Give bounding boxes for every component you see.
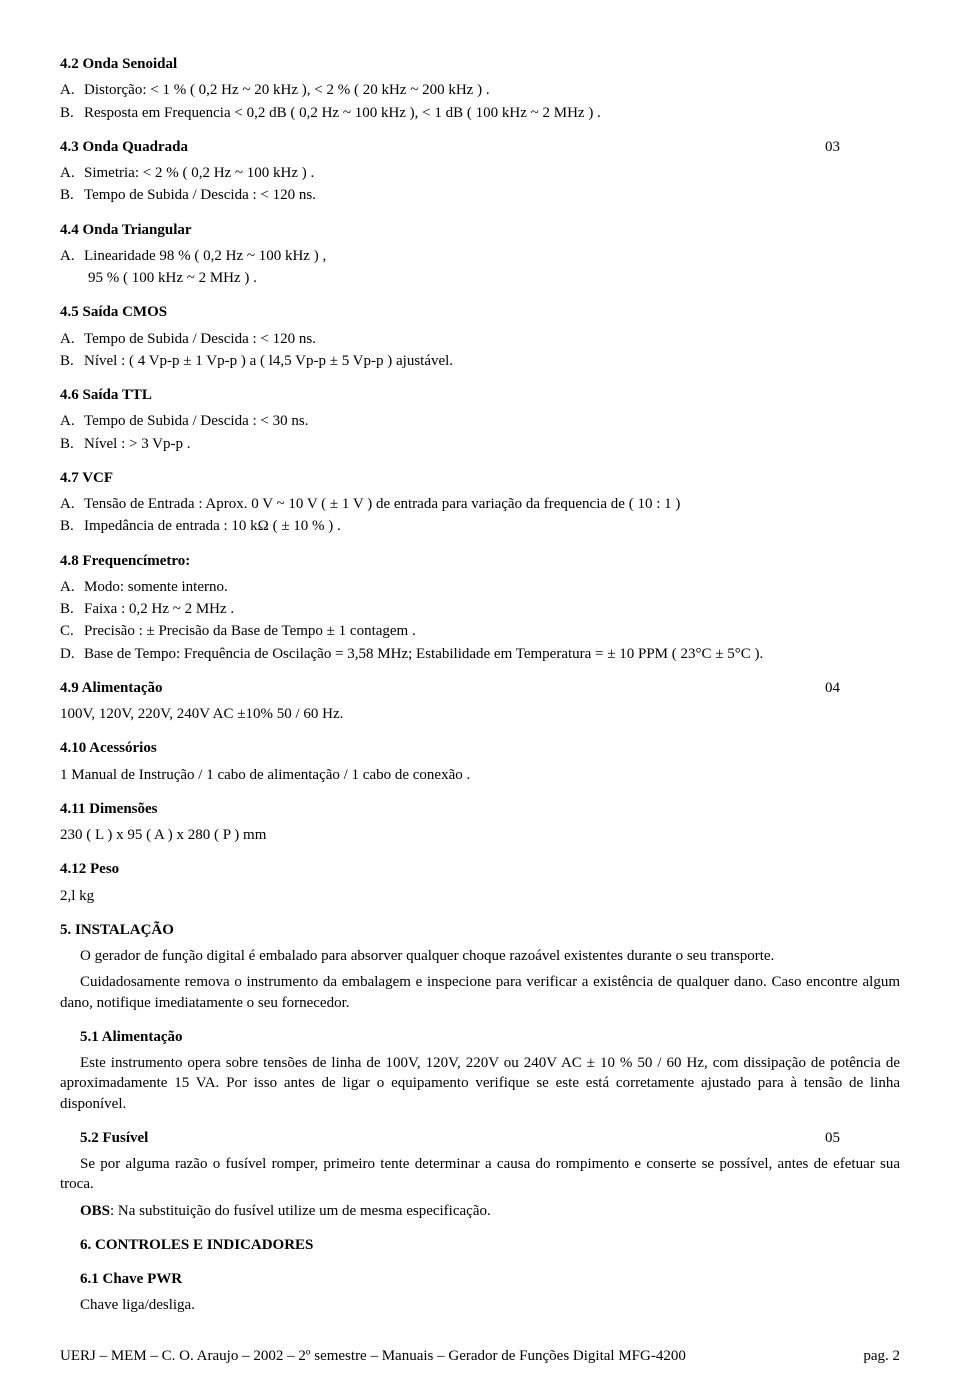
item-text: Nível : > 3 Vp-p .	[84, 436, 191, 452]
paragraph: Cuidadosamente remova o instrumento da e…	[60, 972, 900, 1013]
heading-4-12: 4.12 Peso	[60, 859, 900, 879]
heading-6: 6. CONTROLES E INDICADORES	[60, 1235, 900, 1255]
item-text: Nível : ( 4 Vp-p ± 1 Vp-p ) a ( l4,5 Vp-…	[84, 353, 453, 369]
list-item: B.Impedância de entrada : 10 kΩ ( ± 10 %…	[60, 516, 900, 536]
heading-4-10: 4.10 Acessórios	[60, 738, 900, 758]
item-text: Linearidade 98 % ( 0,2 Hz ~ 100 kHz ) ,	[84, 248, 326, 264]
heading-4-7: 4.7 VCF	[60, 468, 900, 488]
marker: A.	[60, 329, 84, 349]
item-text: Resposta em Frequencia < 0,2 dB ( 0,2 Hz…	[84, 105, 601, 121]
obs-label: OBS	[80, 1203, 110, 1219]
paragraph: Se por alguma razão o fusível romper, pr…	[60, 1154, 900, 1195]
list-item: D.Base de Tempo: Frequência de Oscilação…	[60, 644, 900, 664]
list-item: A.Modo: somente interno.	[60, 577, 900, 597]
item-text: Tempo de Subida / Descida : < 120 ns.	[84, 331, 316, 347]
heading-5: 5. INSTALAÇÃO	[60, 920, 900, 940]
page-number-05: 05	[825, 1128, 840, 1148]
list-item: A.Tempo de Subida / Descida : < 30 ns.	[60, 411, 900, 431]
obs-paragraph: OBS: Na substituição do fusível utilize …	[60, 1201, 900, 1221]
marker: A.	[60, 577, 84, 597]
item-text: Tempo de Subida / Descida : < 30 ns.	[84, 413, 308, 429]
footer-right: pag. 2	[863, 1346, 900, 1366]
list-item: B.Nível : ( 4 Vp-p ± 1 Vp-p ) a ( l4,5 V…	[60, 351, 900, 371]
obs-text: : Na substituição do fusível utilize um …	[110, 1203, 491, 1219]
footer-left: UERJ – MEM – C. O. Araujo – 2002 – 2º se…	[60, 1346, 686, 1366]
heading-5-2: 5.2 Fusível	[60, 1128, 900, 1148]
item-text: Simetria: < 2 % ( 0,2 Hz ~ 100 kHz ) .	[84, 165, 314, 181]
list-item: A.Simetria: < 2 % ( 0,2 Hz ~ 100 kHz ) .	[60, 163, 900, 183]
marker: A.	[60, 80, 84, 100]
marker: A.	[60, 494, 84, 514]
heading-4-9: 4.9 Alimentação	[60, 678, 900, 698]
page-number-04: 04	[825, 678, 840, 698]
list-item: A.Linearidade 98 % ( 0,2 Hz ~ 100 kHz ) …	[60, 246, 900, 266]
list-item: A.Distorção: < 1 % ( 0,2 Hz ~ 20 kHz ), …	[60, 80, 900, 100]
heading-4-6: 4.6 Saída TTL	[60, 385, 900, 405]
heading-4-4: 4.4 Onda Triangular	[60, 220, 900, 240]
marker: B.	[60, 351, 84, 371]
heading-4-2: 4.2 Onda Senoidal	[60, 54, 900, 74]
list-item-continuation: 95 % ( 100 kHz ~ 2 MHz ) .	[60, 268, 900, 288]
heading-5-1: 5.1 Alimentação	[60, 1027, 900, 1047]
heading-6-1: 6.1 Chave PWR	[60, 1269, 900, 1289]
list-item: B.Resposta em Frequencia < 0,2 dB ( 0,2 …	[60, 103, 900, 123]
item-text: Tensão de Entrada : Aprox. 0 V ~ 10 V ( …	[84, 496, 680, 512]
page-footer: UERJ – MEM – C. O. Araujo – 2002 – 2º se…	[60, 1346, 900, 1366]
list-item: B.Nível : > 3 Vp-p .	[60, 434, 900, 454]
heading-4-3: 4.3 Onda Quadrada	[60, 137, 900, 157]
paragraph: 230 ( L ) x 95 ( A ) x 280 ( P ) mm	[60, 825, 900, 845]
heading-4-8: 4.8 Frequencímetro:	[60, 551, 900, 571]
paragraph: Chave liga/desliga.	[60, 1295, 900, 1315]
item-text: Impedância de entrada : 10 kΩ ( ± 10 % )…	[84, 518, 341, 534]
marker: B.	[60, 103, 84, 123]
paragraph: Este instrumento opera sobre tensões de …	[60, 1053, 900, 1114]
item-text: Modo: somente interno.	[84, 579, 228, 595]
marker: B.	[60, 516, 84, 536]
document-body: 4.2 Onda Senoidal A.Distorção: < 1 % ( 0…	[60, 54, 900, 1366]
item-text: Distorção: < 1 % ( 0,2 Hz ~ 20 kHz ), < …	[84, 82, 490, 98]
item-text: Faixa : 0,2 Hz ~ 2 MHz .	[84, 601, 234, 617]
marker: D.	[60, 644, 84, 664]
list-item: A.Tempo de Subida / Descida : < 120 ns.	[60, 329, 900, 349]
marker: A.	[60, 163, 84, 183]
marker: B.	[60, 599, 84, 619]
marker: C.	[60, 621, 84, 641]
heading-4-5: 4.5 Saída CMOS	[60, 302, 900, 322]
list-item: B.Tempo de Subida / Descida : < 120 ns.	[60, 185, 900, 205]
list-item: C.Precisão : ± Precisão da Base de Tempo…	[60, 621, 900, 641]
list-item: A.Tensão de Entrada : Aprox. 0 V ~ 10 V …	[60, 494, 900, 514]
marker: B.	[60, 185, 84, 205]
marker: A.	[60, 246, 84, 266]
paragraph: O gerador de função digital é embalado p…	[60, 946, 900, 966]
heading-4-11: 4.11 Dimensões	[60, 799, 900, 819]
marker: A.	[60, 411, 84, 431]
paragraph: 1 Manual de Instrução / 1 cabo de alimen…	[60, 765, 900, 785]
page-number-03: 03	[825, 137, 840, 157]
paragraph: 2,l kg	[60, 886, 900, 906]
list-item: B.Faixa : 0,2 Hz ~ 2 MHz .	[60, 599, 900, 619]
paragraph: 100V, 120V, 220V, 240V AC ±10% 50 / 60 H…	[60, 704, 900, 724]
item-text: Tempo de Subida / Descida : < 120 ns.	[84, 187, 316, 203]
item-text: Base de Tempo: Frequência de Oscilação =…	[84, 646, 763, 662]
marker: B.	[60, 434, 84, 454]
item-text: Precisão : ± Precisão da Base de Tempo ±…	[84, 623, 416, 639]
